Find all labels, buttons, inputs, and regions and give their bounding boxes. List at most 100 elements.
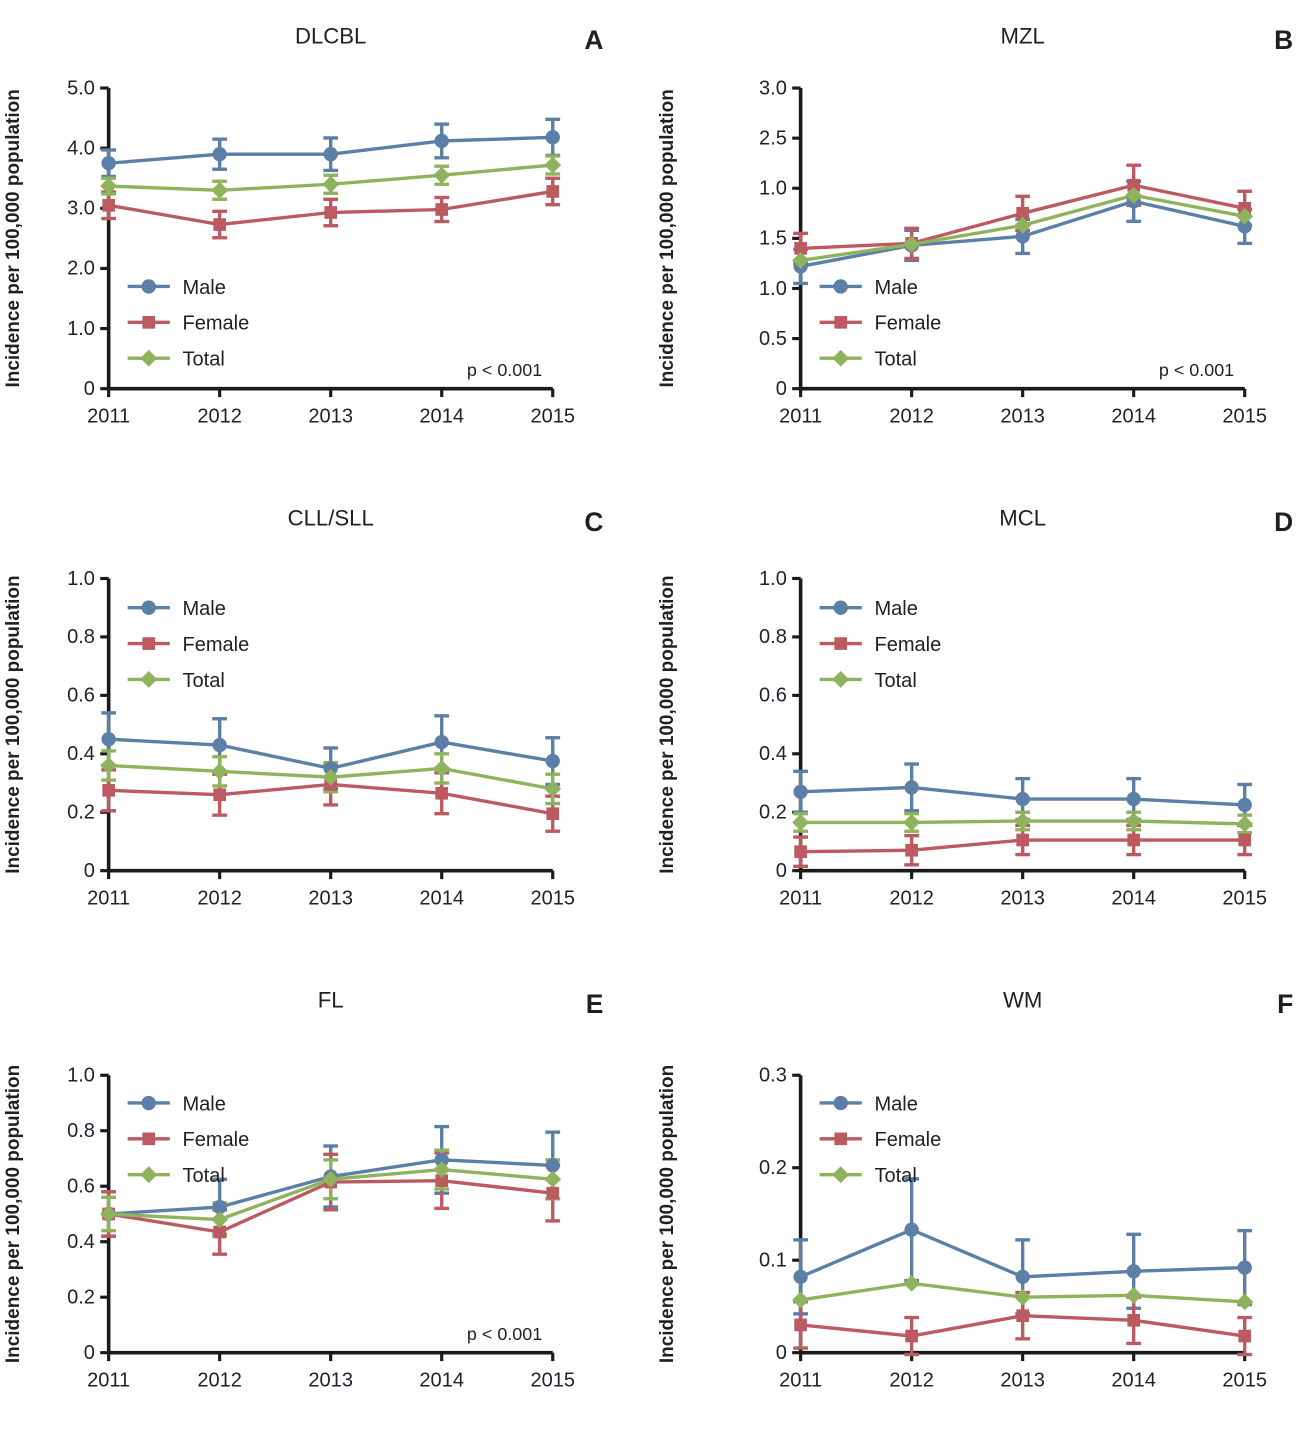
- svg-text:Female: Female: [874, 634, 941, 656]
- svg-text:Incidence per 100,000 populati: Incidence per 100,000 population: [657, 89, 678, 387]
- svg-text:0.2: 0.2: [67, 1287, 95, 1309]
- svg-text:Total: Total: [874, 349, 916, 371]
- svg-text:2011: 2011: [87, 405, 130, 427]
- svg-text:2013: 2013: [308, 405, 353, 427]
- svg-text:0.4: 0.4: [67, 743, 95, 765]
- svg-text:0.4: 0.4: [67, 1231, 95, 1253]
- svg-text:Female: Female: [182, 313, 249, 335]
- svg-text:WM: WM: [1003, 988, 1042, 1013]
- svg-text:2014: 2014: [419, 1369, 464, 1391]
- svg-text:Total: Total: [182, 349, 224, 371]
- svg-text:0.6: 0.6: [759, 685, 787, 707]
- svg-text:0: 0: [84, 378, 95, 400]
- svg-text:Incidence per 100,000 populati: Incidence per 100,000 population: [657, 1065, 678, 1363]
- svg-text:0.8: 0.8: [759, 626, 787, 648]
- svg-text:0: 0: [84, 1342, 95, 1364]
- svg-text:2015: 2015: [530, 887, 575, 909]
- svg-text:2014: 2014: [419, 887, 464, 909]
- svg-text:MZL: MZL: [1001, 24, 1045, 49]
- svg-text:2012: 2012: [197, 887, 242, 909]
- svg-text:C: C: [584, 507, 603, 537]
- svg-text:0.6: 0.6: [67, 685, 95, 707]
- svg-text:2014: 2014: [419, 405, 464, 427]
- svg-text:0.8: 0.8: [67, 1120, 95, 1142]
- svg-text:E: E: [586, 989, 604, 1019]
- svg-text:1.0: 1.0: [67, 1065, 95, 1087]
- svg-text:0.5: 0.5: [759, 328, 787, 350]
- svg-text:0.4: 0.4: [759, 743, 787, 765]
- svg-text:2015: 2015: [1222, 887, 1267, 909]
- svg-text:D: D: [1274, 507, 1293, 537]
- svg-text:2013: 2013: [1000, 887, 1045, 909]
- svg-text:2014: 2014: [1111, 405, 1156, 427]
- svg-text:0: 0: [84, 860, 95, 882]
- svg-text:0.1: 0.1: [759, 1250, 787, 1272]
- svg-text:1.5: 1.5: [759, 228, 787, 250]
- svg-text:Total: Total: [874, 1165, 916, 1187]
- svg-text:2011: 2011: [87, 887, 130, 909]
- svg-text:Incidence per 100,000 populati: Incidence per 100,000 population: [657, 575, 678, 873]
- svg-text:2013: 2013: [308, 1369, 353, 1391]
- svg-text:0.8: 0.8: [67, 626, 95, 648]
- svg-text:2012: 2012: [197, 1369, 242, 1391]
- svg-text:2015: 2015: [1222, 1369, 1267, 1391]
- svg-text:1.0: 1.0: [759, 278, 787, 300]
- svg-text:0.6: 0.6: [67, 1176, 95, 1198]
- svg-text:0.2: 0.2: [759, 802, 787, 824]
- svg-text:4.0: 4.0: [67, 138, 95, 160]
- svg-text:2015: 2015: [1222, 405, 1267, 427]
- svg-text:Female: Female: [182, 1129, 249, 1151]
- svg-text:Incidence per 100,000 populati: Incidence per 100,000 population: [3, 1065, 24, 1363]
- svg-text:0.2: 0.2: [759, 1157, 787, 1179]
- svg-text:1.0: 1.0: [759, 178, 787, 200]
- svg-text:0.2: 0.2: [67, 802, 95, 824]
- svg-text:MCL: MCL: [999, 506, 1046, 531]
- svg-text:Total: Total: [182, 1165, 224, 1187]
- svg-text:DLCBL: DLCBL: [295, 24, 366, 49]
- svg-text:2.5: 2.5: [759, 127, 787, 149]
- svg-text:CLL/SLL: CLL/SLL: [288, 506, 374, 531]
- svg-text:1.0: 1.0: [67, 318, 95, 340]
- svg-text:FL: FL: [318, 988, 344, 1013]
- svg-text:2011: 2011: [779, 887, 822, 909]
- svg-text:0: 0: [776, 378, 787, 400]
- svg-text:Female: Female: [874, 313, 941, 335]
- svg-text:Male: Male: [874, 277, 917, 299]
- svg-text:1.0: 1.0: [67, 568, 95, 590]
- svg-text:Incidence per 100,000 populati: Incidence per 100,000 population: [3, 575, 24, 873]
- svg-text:A: A: [584, 25, 603, 55]
- svg-text:2011: 2011: [779, 1369, 822, 1391]
- svg-text:Male: Male: [182, 277, 225, 299]
- svg-text:Male: Male: [874, 598, 917, 620]
- svg-text:2012: 2012: [889, 1369, 934, 1391]
- svg-text:2011: 2011: [779, 405, 822, 427]
- svg-text:2013: 2013: [1000, 405, 1045, 427]
- svg-text:Female: Female: [874, 1129, 941, 1151]
- svg-text:2012: 2012: [889, 887, 934, 909]
- svg-text:Male: Male: [182, 1093, 225, 1115]
- svg-text:1.0: 1.0: [759, 568, 787, 590]
- svg-text:2014: 2014: [1111, 1369, 1156, 1391]
- svg-text:2012: 2012: [197, 405, 242, 427]
- svg-text:2014: 2014: [1111, 887, 1156, 909]
- svg-text:p < 0.001: p < 0.001: [467, 360, 542, 380]
- svg-text:3.0: 3.0: [67, 198, 95, 220]
- svg-text:2015: 2015: [530, 405, 575, 427]
- svg-text:0.3: 0.3: [759, 1065, 787, 1087]
- svg-text:2015: 2015: [530, 1369, 575, 1391]
- svg-text:Total: Total: [182, 670, 224, 692]
- svg-text:Male: Male: [874, 1093, 917, 1115]
- svg-text:3.0: 3.0: [759, 77, 787, 99]
- svg-text:p < 0.001: p < 0.001: [467, 1324, 542, 1344]
- svg-text:5.0: 5.0: [67, 77, 95, 99]
- svg-text:B: B: [1274, 25, 1293, 55]
- svg-text:Total: Total: [874, 670, 916, 692]
- svg-text:2013: 2013: [308, 887, 353, 909]
- svg-text:Female: Female: [182, 634, 249, 656]
- svg-text:2.0: 2.0: [67, 258, 95, 280]
- svg-text:0: 0: [776, 1342, 787, 1364]
- svg-text:p < 0.001: p < 0.001: [1159, 360, 1234, 380]
- svg-text:Incidence per 100,000 populati: Incidence per 100,000 population: [3, 89, 24, 387]
- svg-text:2012: 2012: [889, 405, 934, 427]
- svg-text:2011: 2011: [87, 1369, 130, 1391]
